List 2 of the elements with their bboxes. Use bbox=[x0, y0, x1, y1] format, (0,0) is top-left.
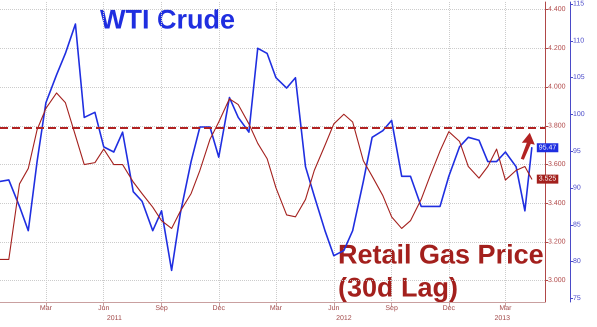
series-label: Retail Gas Price (30d Lag) bbox=[338, 240, 544, 302]
series-label: WTI Crude bbox=[100, 4, 235, 34]
